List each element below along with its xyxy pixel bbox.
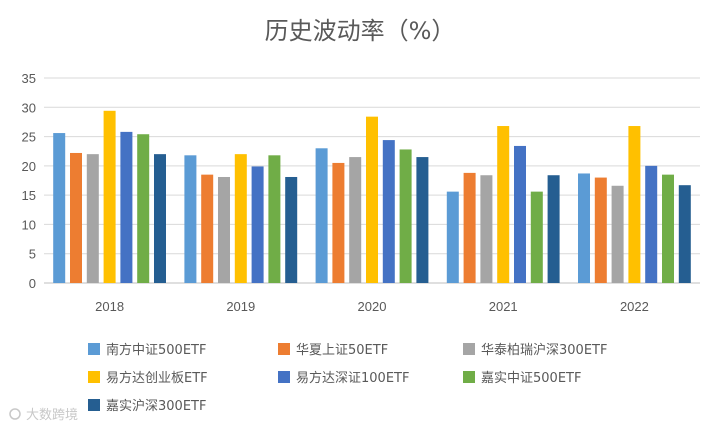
bar — [366, 116, 378, 284]
y-tick-label: 5 — [29, 247, 36, 262]
legend-swatch — [278, 343, 290, 355]
legend-label: 华夏上证50ETF — [296, 343, 388, 358]
bar — [103, 110, 116, 283]
legend-swatch — [88, 399, 100, 411]
bar — [86, 154, 99, 283]
x-tick-label: 2018 — [95, 299, 124, 314]
bar — [201, 174, 214, 283]
bar — [628, 126, 641, 284]
bar — [184, 155, 197, 283]
bars — [53, 110, 691, 284]
y-tick-label: 25 — [22, 130, 36, 145]
bar — [251, 166, 264, 283]
bar — [332, 162, 345, 283]
x-axis-ticks: 2018 2019 2020 2021 2022 — [95, 299, 649, 314]
bar — [547, 175, 560, 283]
legend: 南方中证500ETF 华夏上证50ETF 华泰柏瑞沪深300ETF 易方达创业板ETF… — [88, 342, 607, 414]
legend-swatch — [463, 343, 475, 355]
bar — [399, 149, 412, 283]
y-tick-label: 10 — [22, 217, 36, 232]
bar — [480, 175, 493, 283]
y-tick-label: 20 — [22, 159, 36, 174]
bar — [446, 191, 459, 283]
bar — [514, 145, 526, 283]
y-tick-label: 30 — [22, 100, 36, 115]
bar — [678, 185, 691, 283]
bar — [416, 157, 429, 283]
legend-label: 嘉实沪深300ETF — [106, 398, 206, 414]
y-tick-label: 35 — [22, 71, 36, 86]
bar — [594, 177, 607, 283]
x-tick-label: 2021 — [489, 299, 518, 314]
legend-label: 易方达创业板ETF — [106, 370, 208, 386]
watermark-text: 大数跨境 — [26, 408, 78, 423]
x-tick-label: 2022 — [620, 299, 649, 314]
watermark: 大数跨境 — [9, 408, 78, 423]
legend-swatch — [88, 371, 100, 383]
bar — [218, 176, 230, 283]
bar — [70, 152, 82, 283]
bar — [611, 185, 624, 283]
chart-title: 历史波动率（%） — [265, 17, 456, 45]
bar — [645, 165, 658, 283]
bar — [137, 134, 150, 283]
bar — [382, 140, 395, 283]
legend-label: 华泰柏瑞沪深300ETF — [481, 342, 607, 358]
bar — [120, 131, 133, 283]
legend-swatch — [88, 343, 100, 355]
y-tick-label: 0 — [29, 276, 36, 291]
legend-label: 易方达深证100ETF — [296, 370, 409, 386]
y-tick-label: 15 — [22, 188, 36, 203]
y-axis-ticks: 0 5 10 15 20 25 30 35 — [22, 71, 36, 291]
bar — [578, 173, 590, 283]
bar — [463, 172, 476, 283]
bar — [154, 154, 166, 283]
watermark-logo-icon — [9, 408, 21, 420]
bar — [315, 148, 328, 283]
bar — [349, 157, 362, 283]
bar — [53, 133, 66, 283]
bar — [268, 155, 281, 283]
legend-label: 南方中证500ETF — [106, 342, 206, 358]
bar — [497, 126, 510, 284]
legend-swatch — [463, 371, 475, 383]
legend-label: 嘉实中证500ETF — [481, 371, 581, 386]
legend-swatch — [278, 371, 290, 383]
bar — [662, 174, 674, 283]
bar — [285, 176, 298, 283]
bar — [530, 191, 543, 283]
x-tick-label: 2019 — [226, 299, 255, 314]
x-tick-label: 2020 — [358, 299, 387, 314]
bar — [234, 154, 247, 283]
